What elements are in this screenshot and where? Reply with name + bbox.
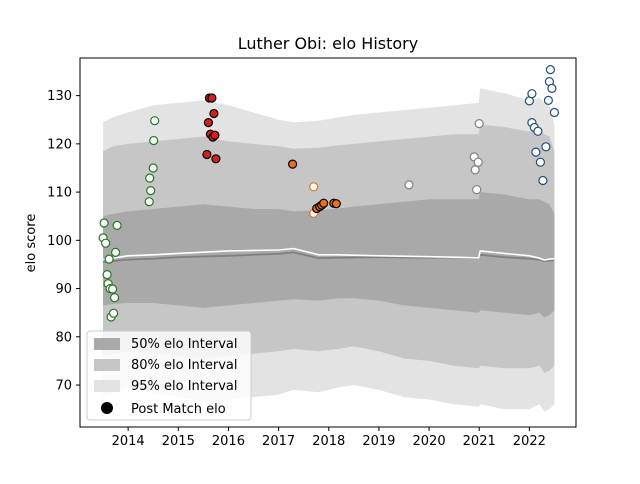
x-tick-label: 2019 <box>362 434 395 449</box>
data-point-0-5 <box>104 254 114 264</box>
data-point-5-5 <box>474 118 484 129</box>
y-tick-label: 80 <box>55 330 72 345</box>
x-tick-label: 2014 <box>112 434 145 449</box>
plot-frame <box>79 57 577 428</box>
legend-swatch-80 <box>94 359 120 371</box>
legend-label-95: 95% elo Interval <box>131 379 238 394</box>
data-point-5-0 <box>404 180 414 190</box>
data-point-6-12 <box>547 83 557 94</box>
data-point-5-3 <box>472 185 482 195</box>
data-point-6-6 <box>535 157 546 167</box>
legend-frame <box>86 330 252 421</box>
y-tick-label: 120 <box>47 137 72 152</box>
data-point-1-7 <box>210 130 220 140</box>
data-point-0-9 <box>108 308 119 318</box>
data-point-0-15 <box>146 186 156 196</box>
data-point-0-17 <box>149 135 159 146</box>
x-tick-label: 2017 <box>262 434 295 449</box>
y-tick-label: 90 <box>55 282 72 297</box>
data-point-1-1 <box>203 117 213 128</box>
y-axis: 70 80 90 100 110 120 130 <box>47 89 80 394</box>
data-point-0-1 <box>99 218 109 228</box>
data-point-1-0 <box>202 149 212 160</box>
data-point-5-2 <box>470 165 480 175</box>
x-tick-label: 2020 <box>413 434 446 449</box>
data-point-6-4 <box>531 147 541 157</box>
data-point-6-5 <box>533 126 543 136</box>
data-point-1-4 <box>207 93 217 103</box>
x-axis: 2014 2015 2016 2017 2018 2019 2020 2021 2022 <box>112 427 546 449</box>
legend-label-50: 50% elo Interval <box>131 337 238 352</box>
legend-label-points: Post Match elo <box>131 402 226 417</box>
y-tick-label: 100 <box>47 234 72 249</box>
y-tick-label: 70 <box>55 379 72 394</box>
data-point-6-13 <box>549 107 560 118</box>
y-tick-label: 130 <box>47 89 72 104</box>
x-tick-label: 2022 <box>513 434 546 449</box>
legend-label-80: 80% elo Interval <box>131 358 238 373</box>
data-point-6-8 <box>541 142 551 152</box>
chart-title: Luther Obi: elo History <box>238 34 418 53</box>
data-point-0-18 <box>150 116 160 126</box>
data-point-1-8 <box>211 154 221 164</box>
data-point-0-14 <box>145 173 155 183</box>
data-point-6-1 <box>527 89 537 99</box>
legend-swatch-50 <box>94 338 120 350</box>
data-point-2-0 <box>288 159 298 169</box>
data-point-0-3 <box>102 270 112 280</box>
data-point-0-2 <box>100 238 111 248</box>
x-tick-label: 2015 <box>162 434 195 449</box>
data-point-0-11 <box>110 247 121 257</box>
data-point-6-11 <box>545 64 556 75</box>
data-point-1-6 <box>209 108 219 119</box>
data-point-0-16 <box>148 163 158 173</box>
legend-swatch-95 <box>94 380 120 392</box>
legend: 50% elo Interval 80% elo Interval 95% el… <box>86 330 252 421</box>
legend-marker-points <box>101 402 113 414</box>
data-point-4-5 <box>331 199 341 209</box>
data-point-4-3 <box>319 198 329 208</box>
x-tick-label: 2018 <box>312 434 345 449</box>
x-tick-label: 2021 <box>463 434 496 449</box>
reference-line <box>102 247 555 261</box>
median-line <box>103 251 555 263</box>
data-point-5-4 <box>473 157 483 167</box>
data-point-0-8 <box>107 284 118 294</box>
x-tick-label: 2016 <box>212 434 245 449</box>
data-point-6-9 <box>543 95 554 106</box>
data-point-0-13 <box>144 197 154 207</box>
data-point-0-12 <box>112 220 122 230</box>
data-point-6-7 <box>538 175 548 186</box>
data-point-0-10 <box>109 293 120 303</box>
data-point-3-0 <box>309 182 319 192</box>
y-tick-label: 110 <box>47 186 72 201</box>
y-axis-label: elo score <box>24 214 39 273</box>
